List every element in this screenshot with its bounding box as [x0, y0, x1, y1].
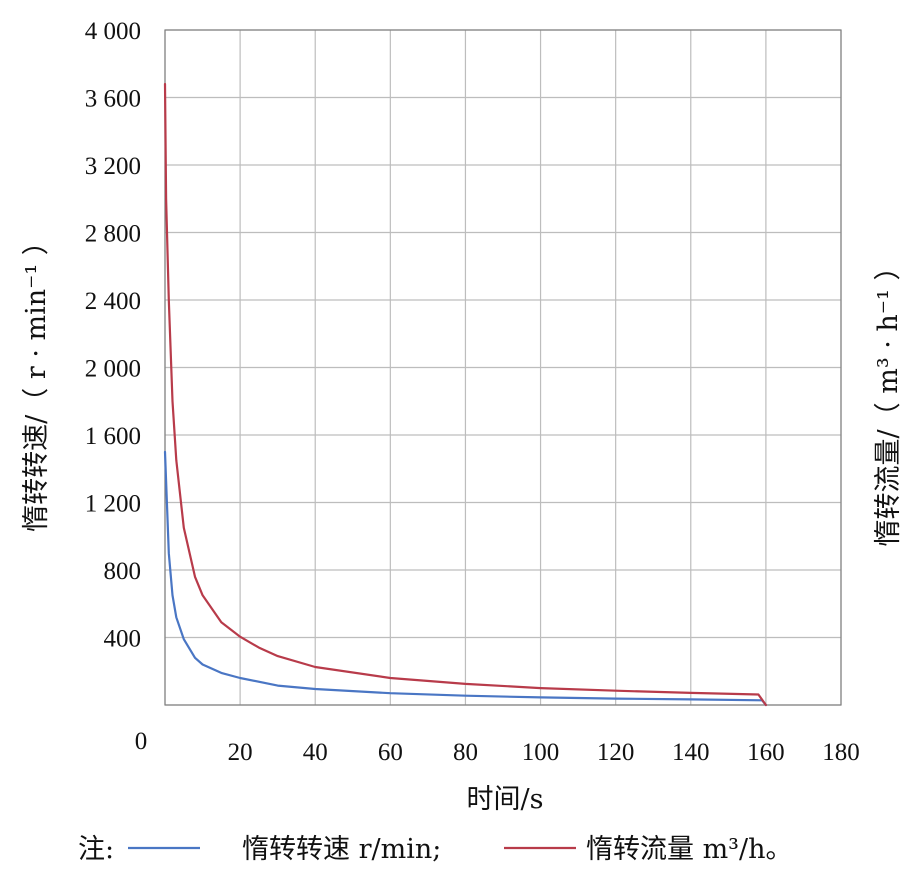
y-tick-label: 2 000	[85, 356, 141, 383]
y-tick-label: 2 400	[85, 288, 141, 315]
y-tick-labels: 400 800 1 200 1 600 2 000 2 400 2 800 3 200 3 60…	[85, 18, 141, 653]
y-tick-label: 400	[104, 626, 142, 653]
x-tick-label: 140	[672, 739, 710, 766]
series-layer	[163, 82, 767, 707]
x-tick-label: 180	[822, 739, 860, 766]
x-tick-label: 100	[522, 739, 560, 766]
y-tick-label: 1 200	[85, 491, 141, 518]
grid-layer	[164, 29, 842, 706]
series-line-flow	[163, 82, 767, 707]
plot-frame	[164, 29, 842, 706]
legend-label-flow: 惰转流量 m³/h。	[586, 834, 793, 865]
y-tick-label: 800	[104, 558, 142, 585]
y-tick-label: 3 600	[85, 86, 141, 113]
x-tick-label: 20	[228, 739, 253, 766]
y-axis-title-left: 惰转转速/（ r · min⁻¹ ）	[21, 228, 52, 532]
x-tick-label: 160	[747, 739, 785, 766]
x-tick-label: 0	[135, 728, 148, 755]
y-tick-label: 2 800	[85, 221, 141, 248]
x-axis-title: 时间/s	[467, 784, 544, 815]
legend-label-rpm: 惰转转速 r/min;	[242, 834, 441, 865]
x-tick-label: 80	[453, 739, 478, 766]
y-tick-label: 4 000	[85, 18, 141, 45]
legend: 注: 惰转转速 r/min; 惰转流量 m³/h。	[78, 834, 793, 865]
legend-prefix: 注:	[78, 834, 114, 865]
y-axis-title-right: 惰转流量/（ m³ · h⁻¹ ）	[873, 254, 904, 547]
x-tick-label: 40	[303, 739, 328, 766]
x-tick-labels: 0 20 40 60 80 100 120 140 160 180	[135, 728, 860, 766]
series-line-rpm	[163, 450, 767, 707]
x-tick-label: 60	[378, 739, 403, 766]
x-tick-label: 120	[597, 739, 635, 766]
y-tick-label: 1 600	[85, 423, 141, 450]
y-tick-label: 3 200	[85, 153, 141, 180]
